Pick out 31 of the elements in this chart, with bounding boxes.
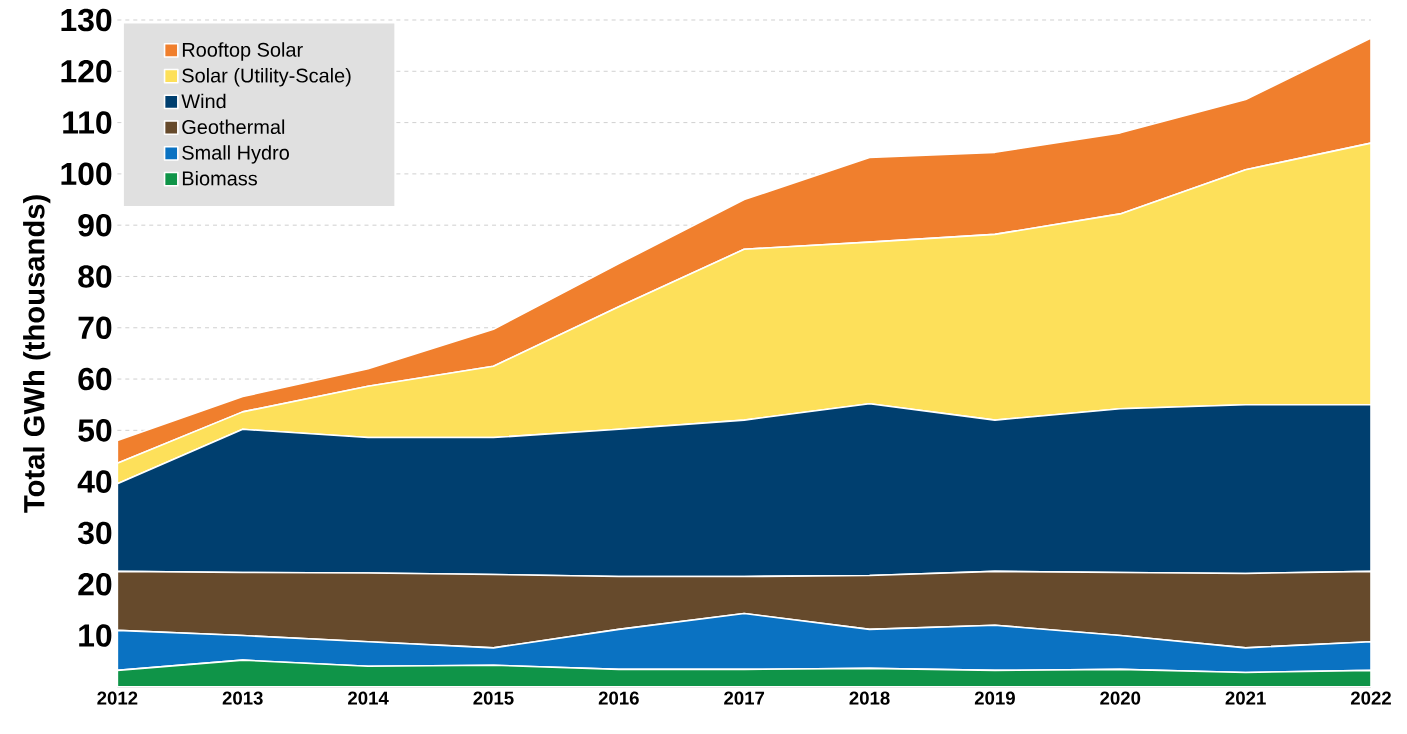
legend-label: Geothermal <box>182 119 285 135</box>
x-tick-label: 2014 <box>348 691 389 705</box>
y-axis-title: Total GWh (thousands) <box>23 195 51 513</box>
legend-label: Small Hydro <box>182 145 289 164</box>
y-tick-label: 30 <box>77 521 112 545</box>
legend-label: Solar (Utility-Scale) <box>182 68 351 87</box>
x-tick-label: 2015 <box>473 691 514 705</box>
y-tick-label: 40 <box>77 470 112 494</box>
y-tick-label: 120 <box>61 60 112 83</box>
y-tick-label: 70 <box>78 316 112 340</box>
x-tick-label: 2021 <box>1225 691 1266 705</box>
y-tick-label: 90 <box>78 214 112 237</box>
x-tick-label: 2017 <box>724 691 765 705</box>
y-tick-label: 20 <box>78 573 112 596</box>
y-tick-label: 130 <box>61 8 112 32</box>
x-tick-label: 2020 <box>1100 691 1141 705</box>
y-tick-label: 50 <box>78 419 112 442</box>
x-tick-label: 2018 <box>849 691 890 705</box>
y-tick-label: 100 <box>61 162 112 186</box>
x-tick-label: 2012 <box>97 691 138 705</box>
legend-label: Rooftop Solar <box>182 42 303 62</box>
x-tick-label: 2016 <box>598 691 639 705</box>
legend-label: Biomass <box>182 171 257 186</box>
y-tick-label: 60 <box>78 368 112 391</box>
y-tick-label: 80 <box>78 265 112 289</box>
x-tick-label: 2022 <box>1350 691 1391 705</box>
legend-label: Wind <box>181 93 226 109</box>
y-tick-label: 10 <box>79 624 112 648</box>
y-tick-label: 110 <box>63 111 112 135</box>
x-tick-label: 2013 <box>222 691 263 705</box>
x-tick-label: 2019 <box>974 691 1015 705</box>
